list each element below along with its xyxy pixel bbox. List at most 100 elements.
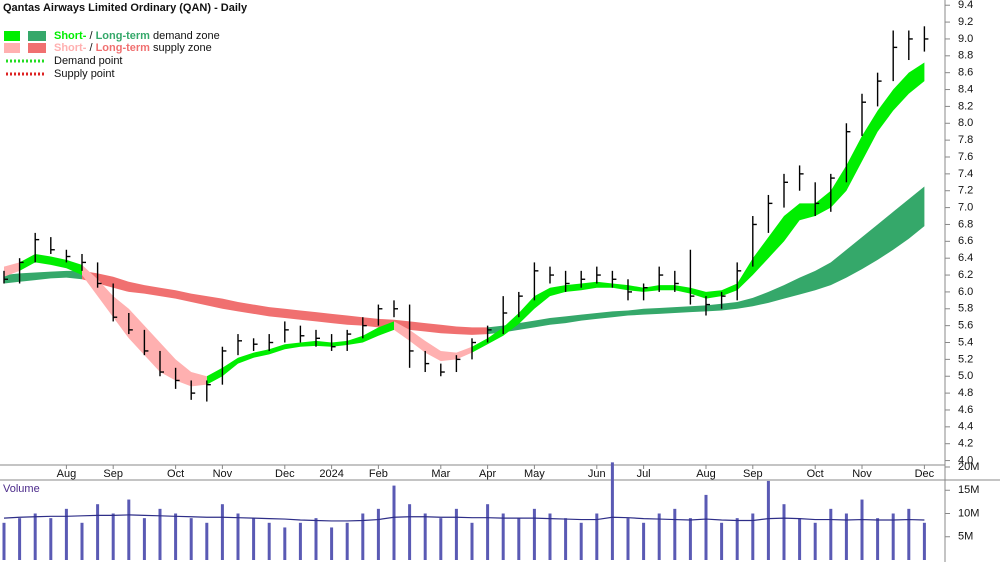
legend-separator: / <box>89 30 93 42</box>
volume-bar <box>470 522 474 560</box>
zone-band <box>394 321 472 362</box>
volume-bar <box>922 522 926 560</box>
volume-bar <box>751 513 755 560</box>
legend: Short- / Long-term demand zone Short- / … <box>4 30 220 80</box>
y-tick-label: 4.0 <box>958 454 973 466</box>
x-tick-label: Nov <box>213 468 233 480</box>
volume-bar <box>298 522 302 560</box>
y-tick-label: 5.8 <box>958 303 973 315</box>
y-tick-label: 4.6 <box>958 404 973 416</box>
volume-bar <box>501 513 505 560</box>
volume-bar <box>439 518 443 560</box>
volume-bar <box>532 508 536 560</box>
x-tick-label: Nov <box>852 468 872 480</box>
volume-bar <box>205 522 209 560</box>
x-tick-label: Sep <box>103 468 123 480</box>
volume-bar <box>142 518 146 560</box>
zone-band <box>4 270 82 284</box>
x-tick-label: Oct <box>167 468 184 480</box>
y-tick-label: 7.8 <box>958 134 973 146</box>
legend-short: Short- <box>54 42 87 54</box>
volume-bar <box>252 518 256 560</box>
y-tick-label: 4.4 <box>958 421 973 433</box>
volume-bar <box>564 518 568 560</box>
y-tick-label: 6.8 <box>958 218 973 230</box>
x-tick-label: Aug <box>696 468 716 480</box>
x-tick-label: Feb <box>369 468 388 480</box>
y-tick-label: 4.2 <box>958 438 973 450</box>
y-tick-label: 7.0 <box>958 202 973 214</box>
volume-bar <box>80 522 84 560</box>
y-tick-label: 7.6 <box>958 151 973 163</box>
volume-bar <box>18 518 22 560</box>
y-tick-label: 4.8 <box>958 387 973 399</box>
legend-rest: demand zone <box>153 30 220 42</box>
y-tick-label: 9.0 <box>958 33 973 45</box>
volume-bar <box>813 522 817 560</box>
volume-bar <box>454 508 458 560</box>
y-tick-label: 5.6 <box>958 320 973 332</box>
zone-band <box>4 262 20 277</box>
zone-band <box>82 270 488 335</box>
volume-bar <box>189 518 193 560</box>
volume-bar <box>548 513 552 560</box>
volume-y-tick-label: 15M <box>958 484 979 496</box>
volume-bar <box>330 527 334 560</box>
volume-bar <box>829 508 833 560</box>
y-tick-label: 7.4 <box>958 168 973 180</box>
volume-bar <box>579 522 583 560</box>
volume-panel: 5M 10M 15M 20M <box>2 461 979 560</box>
volume-bar <box>844 513 848 560</box>
legend-text: Short- / Long-term demand zone <box>54 30 220 42</box>
y-tick-label: 6.4 <box>958 252 973 264</box>
volume-bar <box>782 504 786 560</box>
legend-text: Supply point <box>54 68 115 80</box>
y-tick-label: 5.0 <box>958 370 973 382</box>
volume-bar <box>174 513 178 560</box>
y-tick-label: 5.4 <box>958 336 973 348</box>
volume-bar <box>595 513 599 560</box>
volume-bar <box>907 508 911 560</box>
volume-title: Volume <box>3 483 40 495</box>
legend-long: Long-term <box>96 30 151 42</box>
legend-short: Short- <box>54 30 87 42</box>
volume-bar <box>626 518 630 560</box>
legend-text: Short- / Long-term supply zone <box>54 42 212 54</box>
x-tick-label: Aug <box>57 468 77 480</box>
y-tick-label: 6.6 <box>958 235 973 247</box>
volume-bar <box>376 508 380 560</box>
volume-bar <box>408 504 412 560</box>
volume-bar <box>766 480 770 560</box>
y-tick-label: 8.8 <box>958 50 973 62</box>
volume-bar <box>2 522 6 560</box>
y-tick-label: 9.2 <box>958 16 973 28</box>
volume-bar <box>158 508 162 560</box>
price-bars <box>3 26 929 402</box>
volume-bar <box>236 513 240 560</box>
volume-average <box>3 514 925 522</box>
legend-swatch <box>4 31 20 41</box>
x-tick-label: May <box>524 468 545 480</box>
x-tick-label: Oct <box>807 468 824 480</box>
y-tick-label: 8.4 <box>958 83 973 95</box>
zone-band <box>82 264 207 387</box>
volume-bar <box>345 522 349 560</box>
volume-bar <box>486 504 490 560</box>
volume-bar <box>688 518 692 560</box>
y-tick-label: 8.0 <box>958 117 973 129</box>
volume-bar <box>720 522 724 560</box>
volume-bar <box>96 504 100 560</box>
volume-bar <box>392 485 396 560</box>
volume-bar <box>220 504 224 560</box>
volume-bar <box>735 518 739 560</box>
x-tick-label: Jun <box>588 468 606 480</box>
x-tick-label: Jul <box>637 468 651 480</box>
legend-separator: / <box>89 42 93 54</box>
volume-bar <box>876 518 880 560</box>
zone-band <box>487 186 925 335</box>
volume-bar <box>423 513 427 560</box>
x-tick-label: Mar <box>431 468 450 480</box>
